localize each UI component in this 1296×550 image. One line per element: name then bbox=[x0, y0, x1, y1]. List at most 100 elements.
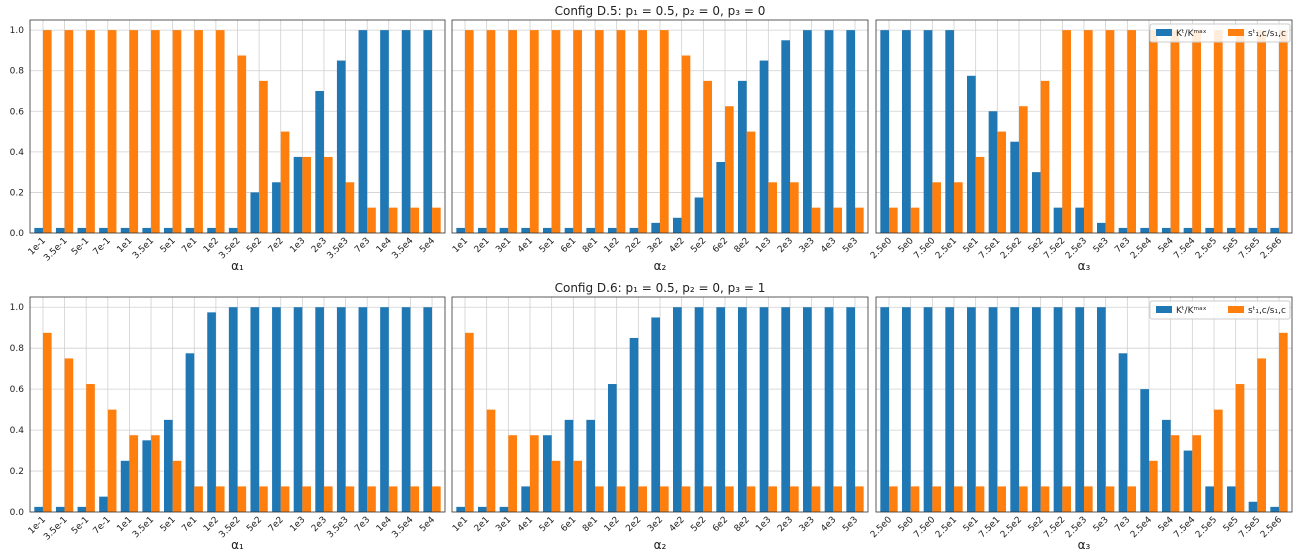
bar bbox=[629, 337, 639, 512]
x-tick-label: 4e2 bbox=[668, 236, 687, 255]
bar bbox=[432, 207, 441, 233]
bar bbox=[1010, 307, 1019, 512]
x-tick-label: 2.5e2 bbox=[999, 236, 1024, 261]
bar bbox=[945, 30, 954, 234]
x-tick-label: 1e1 bbox=[451, 515, 470, 534]
bar bbox=[508, 30, 517, 234]
y-tick-label: 0.0 bbox=[10, 508, 25, 518]
x-tick-label: 7.5e4 bbox=[1172, 236, 1197, 261]
bar bbox=[1127, 486, 1136, 512]
bar bbox=[367, 486, 376, 512]
bar bbox=[1149, 30, 1158, 234]
bar bbox=[803, 30, 812, 234]
bar bbox=[151, 435, 160, 512]
legend-swatch bbox=[1156, 29, 1172, 36]
x-tick-label: 7.5e5 bbox=[1237, 515, 1262, 540]
bar bbox=[846, 307, 855, 512]
bar bbox=[64, 30, 74, 234]
bar bbox=[564, 227, 574, 233]
bar bbox=[725, 486, 734, 512]
bar bbox=[880, 30, 889, 234]
bar bbox=[1279, 332, 1288, 512]
legend-swatch bbox=[1156, 306, 1172, 313]
x-tick-label: 7.5e5 bbox=[1237, 236, 1262, 261]
bar bbox=[551, 460, 561, 512]
bar bbox=[1053, 207, 1063, 233]
bar bbox=[1075, 207, 1084, 233]
legend-label: Kᵗ/Kᵐᵃˣ bbox=[1176, 306, 1207, 316]
bar bbox=[1118, 227, 1128, 233]
bar bbox=[237, 486, 247, 512]
y-tick-label: 1.0 bbox=[10, 303, 25, 313]
x-tick-label: 2e3 bbox=[776, 515, 795, 534]
bar bbox=[456, 506, 465, 512]
bar bbox=[401, 30, 411, 234]
legend-swatch bbox=[1228, 29, 1244, 36]
x-tick-label: 2.5e3 bbox=[1064, 515, 1089, 540]
x-tick-label: 2.5e6 bbox=[1259, 236, 1284, 261]
bar bbox=[64, 358, 74, 512]
bar bbox=[345, 486, 355, 512]
x-tick-label: 2.5e3 bbox=[1064, 236, 1089, 261]
bar bbox=[302, 156, 311, 233]
bar bbox=[456, 227, 465, 233]
bar bbox=[164, 419, 173, 512]
bar bbox=[595, 486, 604, 512]
x-tick-label: 1e3 bbox=[288, 236, 307, 255]
legend-swatch bbox=[1228, 306, 1244, 313]
x-tick-label: 1e3 bbox=[754, 236, 773, 255]
bar bbox=[380, 30, 389, 234]
bar bbox=[194, 30, 203, 234]
x-tick-label: 4e2 bbox=[668, 515, 687, 534]
axes-frame bbox=[451, 296, 869, 513]
x-tick-label: 2.5e5 bbox=[1194, 236, 1219, 261]
bar bbox=[716, 162, 725, 233]
bar bbox=[215, 30, 225, 234]
x-tick-label: 4e3 bbox=[819, 515, 838, 534]
bar bbox=[543, 227, 552, 233]
bar bbox=[651, 317, 660, 512]
bar bbox=[595, 30, 604, 234]
x-tick-label: 3.5e2 bbox=[217, 236, 242, 261]
bar bbox=[410, 486, 420, 512]
bar bbox=[673, 217, 682, 233]
bar bbox=[638, 486, 647, 512]
x-tick-label: 8e2 bbox=[733, 515, 752, 534]
bar bbox=[768, 182, 777, 233]
x-tick-label: 2.5e2 bbox=[999, 515, 1024, 540]
bar bbox=[530, 435, 539, 512]
x-tick-label: 3.5e4 bbox=[390, 236, 415, 261]
x-tick-label: 7e-1 bbox=[92, 236, 113, 257]
x-tick-label: 7.5e4 bbox=[1172, 515, 1197, 540]
bar bbox=[1270, 227, 1279, 233]
bar bbox=[1257, 30, 1266, 234]
x-axis-label: α₁ bbox=[231, 259, 244, 273]
bar bbox=[1192, 435, 1201, 512]
bar bbox=[997, 486, 1006, 512]
bar bbox=[651, 222, 660, 233]
x-tick-label: 1e1 bbox=[451, 236, 470, 255]
bar bbox=[42, 30, 52, 234]
bar bbox=[703, 80, 712, 233]
bar bbox=[616, 30, 626, 234]
x-axis-label: α₃ bbox=[1078, 538, 1091, 550]
x-tick-label: 5e2 bbox=[689, 515, 708, 534]
x-tick-label: 3e1 bbox=[494, 236, 513, 255]
bar bbox=[1040, 486, 1050, 512]
bar bbox=[543, 435, 552, 512]
x-tick-label: 2e1 bbox=[473, 515, 492, 534]
bar bbox=[1075, 307, 1084, 512]
bar bbox=[673, 307, 682, 512]
axes-frame bbox=[29, 296, 446, 513]
x-tick-label: 6e2 bbox=[711, 515, 730, 534]
bar bbox=[564, 419, 574, 512]
x-tick-label: 5e2 bbox=[245, 515, 264, 534]
x-tick-label: 7e-1 bbox=[92, 515, 113, 536]
bar bbox=[164, 227, 173, 233]
x-tick-label: 5e3 bbox=[1092, 236, 1111, 255]
bar bbox=[358, 307, 368, 512]
bar bbox=[142, 440, 152, 512]
x-tick-label: 1e2 bbox=[603, 515, 622, 534]
bar bbox=[521, 486, 530, 512]
bar bbox=[889, 207, 898, 233]
